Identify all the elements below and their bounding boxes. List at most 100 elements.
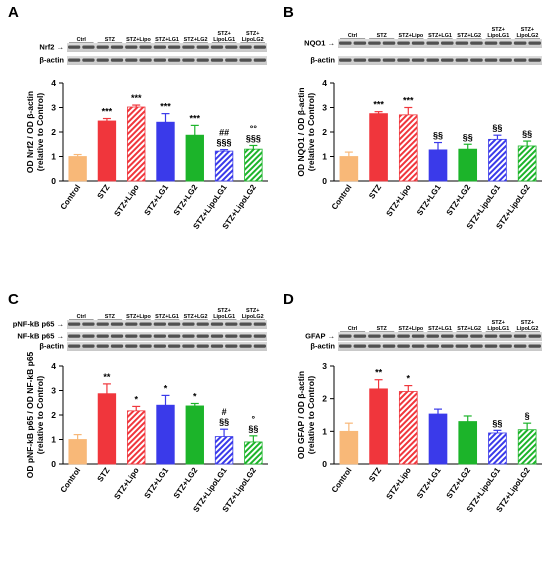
x-tick-label: STZ+LG2 xyxy=(172,466,200,501)
significance-label: *** xyxy=(403,96,414,106)
y-tick-label: 2 xyxy=(322,127,327,137)
blot-strip: β-actin xyxy=(39,342,267,351)
significance-label: * xyxy=(134,394,138,404)
blot-band xyxy=(168,334,181,338)
blot-band xyxy=(484,344,498,348)
lane-label: Ctrl xyxy=(69,314,94,321)
blot-band xyxy=(455,334,469,338)
panel-letter: C xyxy=(8,291,19,308)
blot-band xyxy=(455,344,469,348)
blot-band xyxy=(253,334,266,338)
blot-band xyxy=(196,322,209,326)
bar xyxy=(156,404,175,465)
bar xyxy=(339,430,359,465)
significance-label: *** xyxy=(131,93,142,103)
blot-label: pNF-kB p65 → xyxy=(13,320,64,329)
blot-band xyxy=(153,58,166,62)
lane-label-text: STZ+Lipo xyxy=(398,326,423,332)
blot-band xyxy=(353,58,367,62)
blot-band xyxy=(168,58,181,62)
lane-label-text: STZ+LG2 xyxy=(184,314,208,320)
blot-band xyxy=(411,41,425,45)
blot-band xyxy=(339,344,352,348)
blot-band xyxy=(182,344,195,348)
blot-band xyxy=(484,41,498,45)
lane-label: STZ+LG2 xyxy=(183,37,208,44)
lane-label: STZ+Lipo xyxy=(398,33,424,40)
y-tick-label: 4 xyxy=(51,78,56,88)
bar xyxy=(127,106,146,182)
blot-band xyxy=(499,41,512,45)
lane-label: STZ+LG1 xyxy=(427,33,453,40)
blot-background xyxy=(338,342,542,351)
blot-band xyxy=(153,344,166,348)
significance-label: § xyxy=(525,411,530,421)
blot-band xyxy=(110,322,124,326)
x-tick-label: STZ xyxy=(367,183,383,201)
significance-label: §§§ xyxy=(217,138,232,148)
blot-band xyxy=(153,45,166,49)
blot-band xyxy=(210,344,224,348)
bar xyxy=(458,148,478,182)
blot-band xyxy=(441,334,454,338)
blot-band xyxy=(182,45,195,49)
blot-label: β-actin xyxy=(39,56,64,65)
x-tick-label: STZ+LG2 xyxy=(445,183,473,218)
blot-background xyxy=(338,56,542,65)
bar xyxy=(428,149,448,182)
blot-band xyxy=(239,58,252,62)
bar xyxy=(488,138,507,182)
bar xyxy=(458,421,478,465)
blot-band xyxy=(513,334,527,338)
lane-label-text: Ctrl xyxy=(77,314,87,320)
blot-band xyxy=(484,334,498,338)
blot-band xyxy=(182,58,195,62)
lane-label: STZ xyxy=(369,33,395,40)
blot-band xyxy=(210,322,224,326)
blot-band xyxy=(96,344,109,348)
significance-label: * xyxy=(407,374,411,384)
lane-label-text: LipoLG1 xyxy=(487,326,509,332)
blot-band xyxy=(253,45,266,49)
lane-label-text: STZ xyxy=(377,33,388,39)
blot-band xyxy=(139,58,152,62)
blot-band xyxy=(426,41,439,45)
blot-band xyxy=(339,58,352,62)
blot-band xyxy=(339,41,352,45)
blot-band xyxy=(368,334,381,338)
x-tick-label: STZ xyxy=(96,183,112,201)
lane-label-text: LipoLG2 xyxy=(242,37,264,43)
x-tick-label: STZ+LG1 xyxy=(142,466,170,501)
blot-band xyxy=(239,334,252,338)
y-tick-label: 3 xyxy=(51,386,56,396)
y-axis-label: OD pNF-kB p65 / OD NF-kB p65 (relative to… xyxy=(25,351,45,478)
significance-label: *** xyxy=(102,107,113,117)
blot-band xyxy=(82,322,95,326)
significance-label: ° xyxy=(252,414,256,424)
blot-band xyxy=(513,344,527,348)
lane-label: Ctrl xyxy=(69,37,94,44)
bar xyxy=(185,134,204,182)
blot-band xyxy=(528,58,541,62)
lane-label-text: Ctrl xyxy=(348,326,358,332)
blot-band xyxy=(470,344,483,348)
lane-label: STZ+Lipo xyxy=(126,314,151,321)
blot-band xyxy=(125,45,138,49)
x-tick-label: STZ xyxy=(96,466,112,484)
blot-band xyxy=(426,58,439,62)
blot-band xyxy=(253,58,266,62)
blot-band xyxy=(382,41,396,45)
lane-label-text: Ctrl xyxy=(348,33,358,39)
blot-band xyxy=(139,322,152,326)
blot-band xyxy=(139,334,152,338)
y-tick-label: 3 xyxy=(322,103,327,113)
blot-band xyxy=(68,322,81,326)
lane-label-text: STZ+LG2 xyxy=(457,33,481,39)
lane-label: STZ+LG1 xyxy=(154,314,180,321)
lane-label-text: LipoLG2 xyxy=(516,326,538,332)
lane-label-text: STZ+ xyxy=(246,31,259,37)
blot-band xyxy=(368,344,381,348)
